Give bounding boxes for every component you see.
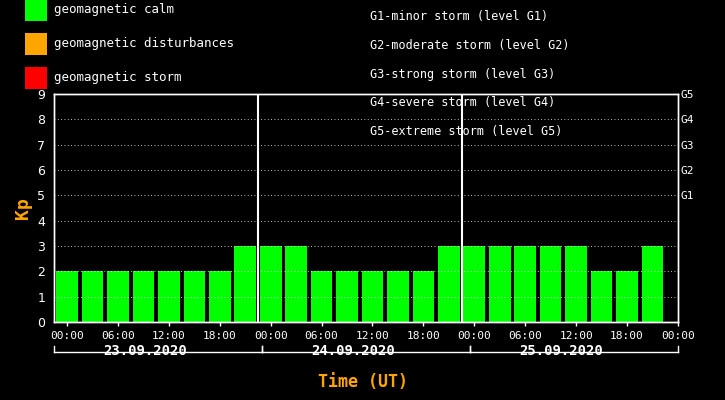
Bar (463, 246, 485, 322)
Bar (387, 271, 409, 322)
Bar (642, 246, 663, 322)
Bar (438, 246, 460, 322)
Text: geomagnetic calm: geomagnetic calm (54, 4, 175, 16)
Bar (514, 246, 536, 322)
Text: Time (UT): Time (UT) (318, 373, 407, 391)
Text: 25.09.2020: 25.09.2020 (519, 344, 603, 358)
Text: 24.09.2020: 24.09.2020 (311, 344, 395, 358)
Bar (260, 246, 281, 322)
Bar (209, 271, 231, 322)
Y-axis label: Kp: Kp (14, 197, 32, 219)
Bar (57, 271, 78, 322)
Bar (286, 246, 307, 322)
Text: G5-extreme storm (level G5): G5-extreme storm (level G5) (370, 125, 562, 138)
Text: 23.09.2020: 23.09.2020 (104, 344, 187, 358)
Text: G4-severe storm (level G4): G4-severe storm (level G4) (370, 96, 555, 109)
Bar (82, 271, 104, 322)
Bar (489, 246, 510, 322)
Bar (158, 271, 180, 322)
Bar (616, 271, 638, 322)
Bar (540, 246, 561, 322)
Bar (566, 246, 587, 322)
Bar (311, 271, 332, 322)
Bar (362, 271, 384, 322)
Text: geomagnetic disturbances: geomagnetic disturbances (54, 38, 234, 50)
Text: G1-minor storm (level G1): G1-minor storm (level G1) (370, 10, 548, 23)
Bar (234, 246, 256, 322)
Text: geomagnetic storm: geomagnetic storm (54, 72, 182, 84)
Bar (133, 271, 154, 322)
Bar (336, 271, 358, 322)
Bar (183, 271, 205, 322)
Text: G3-strong storm (level G3): G3-strong storm (level G3) (370, 68, 555, 81)
Bar (413, 271, 434, 322)
Bar (591, 271, 613, 322)
Bar (107, 271, 129, 322)
Text: G2-moderate storm (level G2): G2-moderate storm (level G2) (370, 39, 569, 52)
